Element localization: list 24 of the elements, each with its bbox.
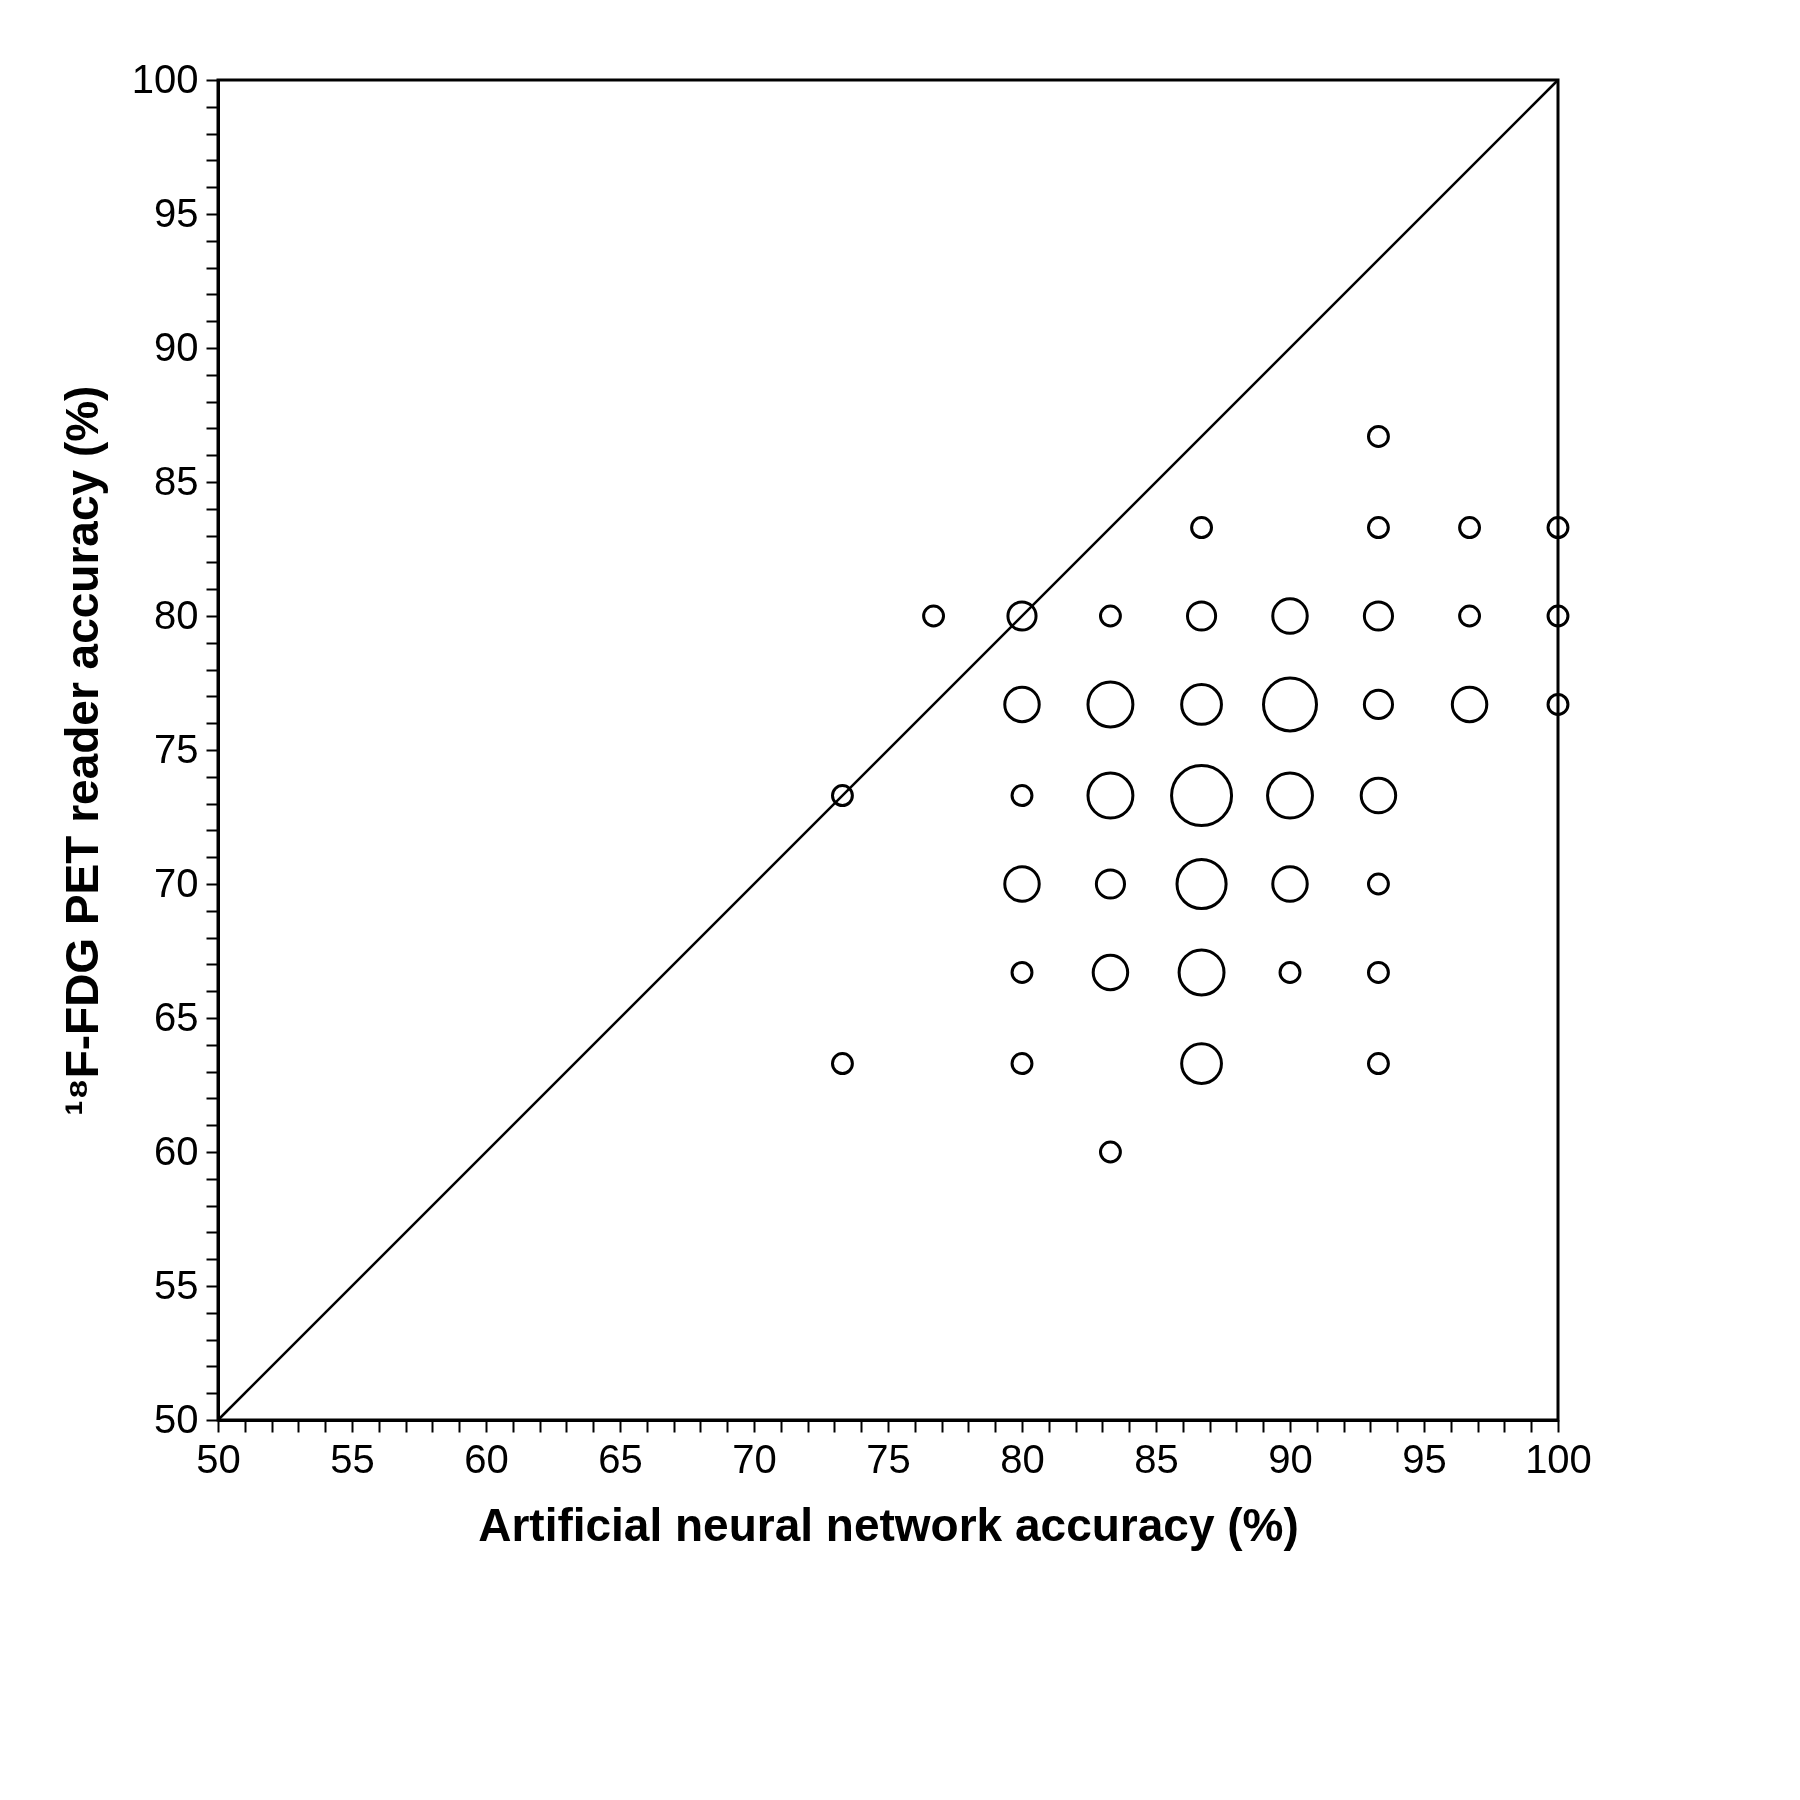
x-tick-label: 65 — [598, 1436, 643, 1481]
y-tick-label: 55 — [154, 1262, 199, 1307]
x-tick-label: 60 — [464, 1436, 509, 1481]
x-tick-label: 55 — [330, 1436, 375, 1481]
x-tick-label: 90 — [1268, 1436, 1313, 1481]
y-tick-label: 60 — [154, 1128, 199, 1173]
x-tick-label: 95 — [1402, 1436, 1447, 1481]
y-tick-label: 85 — [154, 458, 199, 503]
x-tick-label: 75 — [866, 1436, 911, 1481]
x-axis-title: Artificial neural network accuracy (%) — [478, 1498, 1299, 1551]
y-tick-label: 100 — [131, 56, 199, 101]
x-tick-label: 70 — [732, 1436, 777, 1481]
y-tick-label: 65 — [154, 994, 199, 1039]
y-tick-label: 80 — [154, 592, 199, 637]
x-tick-label: 80 — [1000, 1436, 1045, 1481]
y-tick-label: 50 — [154, 1396, 199, 1441]
y-tick-label: 95 — [154, 190, 199, 235]
x-tick-label: 100 — [1525, 1436, 1592, 1481]
y-tick-label: 70 — [154, 860, 199, 905]
x-tick-label: 50 — [196, 1436, 241, 1481]
x-tick-label: 85 — [1134, 1436, 1179, 1481]
y-tick-label: 75 — [154, 726, 199, 771]
y-axis-title: ¹⁸F-FDG PET reader accuracy (%) — [55, 385, 108, 1116]
y-tick-label: 90 — [154, 324, 199, 369]
